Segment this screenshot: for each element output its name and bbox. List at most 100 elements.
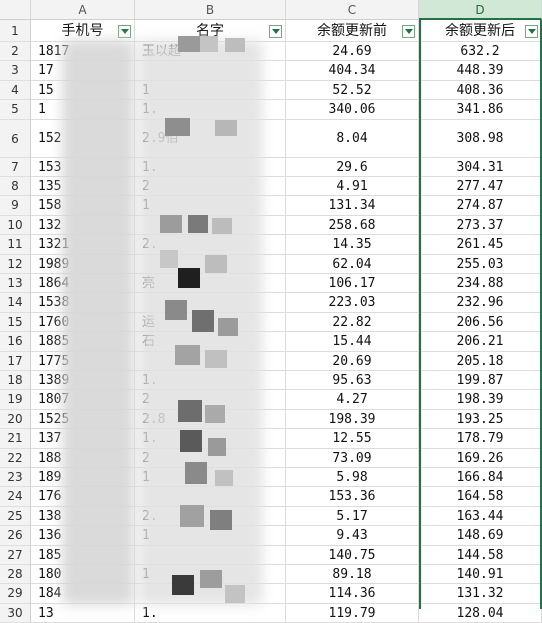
table-cell-before[interactable]: 89.18 — [286, 565, 419, 585]
table-cell-before[interactable]: 258.68 — [286, 215, 419, 236]
row-header[interactable]: 18 — [0, 371, 31, 391]
row-header[interactable]: 6 — [0, 119, 31, 158]
table-cell-after[interactable]: 198.39 — [419, 390, 542, 410]
row-header[interactable]: 15 — [0, 312, 31, 333]
filter-dropdown-icon[interactable] — [402, 25, 415, 38]
table-cell-after[interactable]: 140.91 — [419, 565, 542, 585]
table-cell-after[interactable]: 205.18 — [419, 351, 542, 371]
table-cell-after[interactable]: 178.79 — [419, 429, 542, 449]
row-header[interactable]: 22 — [0, 448, 31, 468]
table-cell-before[interactable]: 5.17 — [286, 506, 419, 527]
table-cell-before[interactable]: 4.27 — [286, 390, 419, 410]
row-header[interactable]: 7 — [0, 157, 31, 177]
table-cell-after[interactable]: 164.58 — [419, 487, 542, 507]
table-cell-before[interactable]: 340.06 — [286, 100, 419, 120]
table-cell-after[interactable]: 308.98 — [419, 119, 542, 158]
table-cell-before[interactable]: 4.91 — [286, 177, 419, 197]
table-cell-before[interactable]: 22.82 — [286, 312, 419, 333]
table-cell-before[interactable]: 15.44 — [286, 332, 419, 352]
table-cell-after[interactable]: 128.04 — [419, 603, 542, 623]
table-cell-phone[interactable]: 13 — [31, 603, 135, 623]
table-cell-before[interactable]: 198.39 — [286, 409, 419, 430]
table-cell-before[interactable]: 106.17 — [286, 274, 419, 294]
header-cell-d[interactable]: 余额更新后 — [419, 20, 542, 42]
row-header[interactable]: 17 — [0, 351, 31, 371]
filter-dropdown-icon[interactable] — [525, 25, 538, 38]
row-header[interactable]: 12 — [0, 254, 31, 274]
table-cell-before[interactable]: 114.36 — [286, 584, 419, 604]
row-header[interactable]: 21 — [0, 429, 31, 449]
table-cell-before[interactable]: 95.63 — [286, 371, 419, 391]
table-cell-after[interactable]: 304.31 — [419, 157, 542, 177]
row-header[interactable]: 16 — [0, 332, 31, 352]
row-header[interactable]: 5 — [0, 100, 31, 120]
table-cell-after[interactable]: 408.36 — [419, 80, 542, 101]
table-cell-before[interactable]: 131.34 — [286, 196, 419, 216]
table-cell-after[interactable]: 193.25 — [419, 409, 542, 430]
row-header[interactable]: 8 — [0, 177, 31, 197]
row-header[interactable]: 3 — [0, 61, 31, 81]
table-cell-after[interactable]: 163.44 — [419, 506, 542, 527]
row-header[interactable]: 19 — [0, 390, 31, 410]
table-cell-before[interactable]: 153.36 — [286, 487, 419, 507]
row-header[interactable]: 9 — [0, 196, 31, 216]
table-cell-after[interactable]: 274.87 — [419, 196, 542, 216]
column-header-c[interactable]: C — [286, 0, 419, 20]
table-cell-before[interactable]: 12.55 — [286, 429, 419, 449]
row-header[interactable]: 30 — [0, 603, 31, 623]
table-cell-before[interactable]: 8.04 — [286, 119, 419, 158]
row-header[interactable]: 28 — [0, 565, 31, 585]
row-header[interactable]: 14 — [0, 293, 31, 313]
table-cell-after[interactable]: 166.84 — [419, 468, 542, 488]
table-cell-before[interactable]: 140.75 — [286, 545, 419, 565]
table-cell-before[interactable]: 52.52 — [286, 80, 419, 101]
row-header[interactable]: 20 — [0, 409, 31, 430]
table-cell-after[interactable]: 169.26 — [419, 448, 542, 468]
row-header[interactable]: 11 — [0, 235, 31, 255]
table-cell-after[interactable]: 255.03 — [419, 254, 542, 274]
table-cell-before[interactable]: 20.69 — [286, 351, 419, 371]
table-cell-before[interactable]: 119.79 — [286, 603, 419, 623]
row-header[interactable]: 27 — [0, 545, 31, 565]
filter-dropdown-icon[interactable] — [269, 25, 282, 38]
table-cell-after[interactable]: 148.69 — [419, 526, 542, 546]
column-header-b[interactable]: B — [135, 0, 286, 20]
filter-dropdown-icon[interactable] — [118, 25, 131, 38]
table-cell-after[interactable]: 234.88 — [419, 274, 542, 294]
row-header[interactable]: 26 — [0, 526, 31, 546]
table-cell-after[interactable]: 632.2 — [419, 42, 542, 62]
column-header-a[interactable]: A — [31, 0, 135, 20]
row-header[interactable]: 24 — [0, 487, 31, 507]
table-cell-before[interactable]: 5.98 — [286, 468, 419, 488]
table-cell-before[interactable]: 404.34 — [286, 61, 419, 81]
table-cell-after[interactable]: 273.37 — [419, 215, 542, 236]
table-cell-before[interactable]: 223.03 — [286, 293, 419, 313]
table-cell-after[interactable]: 341.86 — [419, 100, 542, 120]
table-cell-before[interactable]: 73.09 — [286, 448, 419, 468]
row-header-1[interactable]: 1 — [0, 20, 31, 42]
table-cell-after[interactable]: 277.47 — [419, 177, 542, 197]
row-header[interactable]: 23 — [0, 468, 31, 488]
table-cell-before[interactable]: 14.35 — [286, 235, 419, 255]
table-cell-after[interactable]: 232.96 — [419, 293, 542, 313]
row-header[interactable]: 13 — [0, 274, 31, 294]
table-cell-before[interactable]: 29.6 — [286, 157, 419, 177]
column-header-d[interactable]: D — [419, 0, 542, 20]
table-cell-after[interactable]: 206.56 — [419, 312, 542, 333]
row-header[interactable]: 2 — [0, 42, 31, 62]
table-cell-name[interactable]: 1. — [135, 603, 286, 623]
table-cell-before[interactable]: 24.69 — [286, 42, 419, 62]
table-cell-after[interactable]: 199.87 — [419, 371, 542, 391]
row-header[interactable]: 4 — [0, 80, 31, 101]
select-all-corner[interactable] — [0, 0, 31, 20]
table-cell-after[interactable]: 144.58 — [419, 545, 542, 565]
header-cell-c[interactable]: 余额更新前 — [286, 20, 419, 42]
table-cell-after[interactable]: 131.32 — [419, 584, 542, 604]
table-cell-after[interactable]: 261.45 — [419, 235, 542, 255]
table-cell-after[interactable]: 448.39 — [419, 61, 542, 81]
table-cell-after[interactable]: 206.21 — [419, 332, 542, 352]
table-cell-before[interactable]: 62.04 — [286, 254, 419, 274]
row-header[interactable]: 10 — [0, 215, 31, 236]
row-header[interactable]: 29 — [0, 584, 31, 604]
table-cell-before[interactable]: 9.43 — [286, 526, 419, 546]
